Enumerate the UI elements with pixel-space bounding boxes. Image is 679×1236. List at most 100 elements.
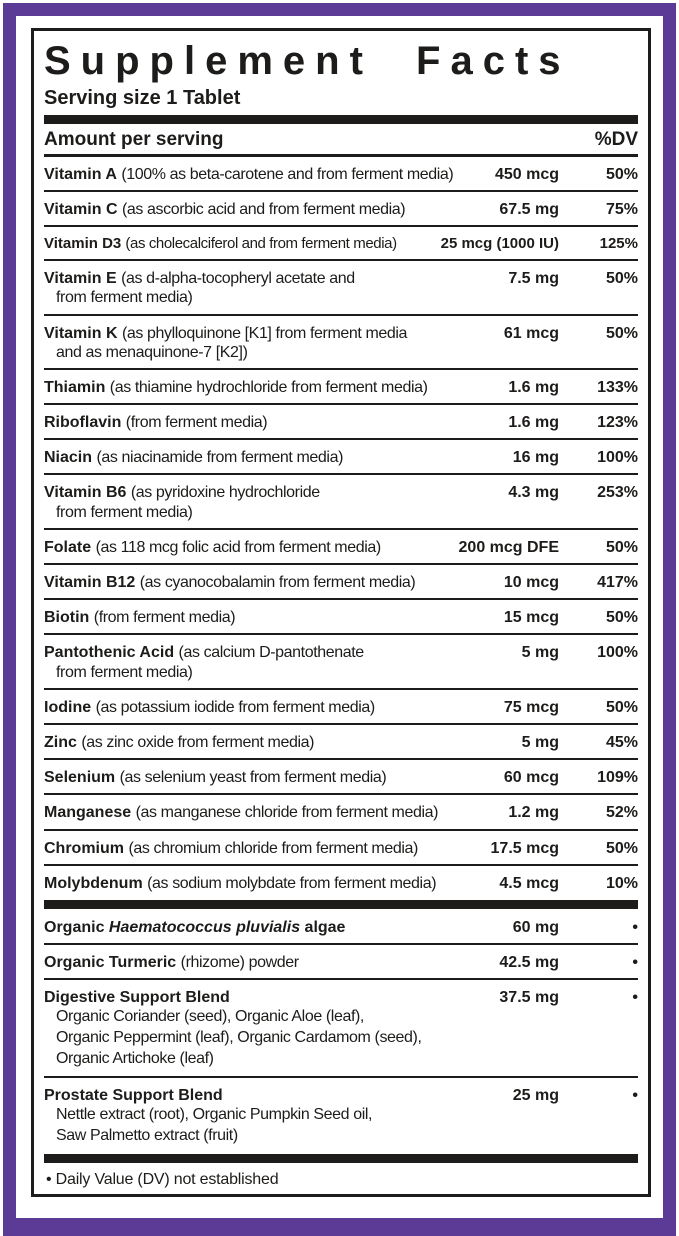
nutrient-dv: 52%	[605, 804, 638, 822]
nutrient-dv: 50%	[605, 839, 638, 857]
nutrient-amount: 5 mg	[521, 733, 559, 751]
nutrient-dv: 123%	[597, 414, 638, 432]
nutrient-amount: 25 mcg (1000 IU)	[440, 235, 559, 253]
panel-title: Supplement Facts	[44, 39, 571, 83]
nutrient-name: Chromium	[44, 839, 124, 857]
botanical-dv: •	[632, 918, 638, 936]
daily-value-footnote: • Daily Value (DV) not established	[46, 1170, 279, 1188]
nutrient-desc-line2: from ferment media)	[56, 289, 193, 307]
serving-size: Serving size 1 Tablet	[44, 86, 241, 109]
nutrient-row-chromium: Chromium (as chromium chloride from ferm…	[44, 831, 638, 866]
nutrient-dv: 125%	[599, 235, 638, 253]
nutrient-amount: 5 mg	[521, 644, 559, 662]
nutrient-amount: 200 mcg DFE	[458, 538, 559, 556]
nutrient-row-manganese: Manganese (as manganese chloride from fe…	[44, 795, 638, 831]
nutrient-dv: 50%	[605, 609, 638, 627]
nutrient-amount: 4.5 mcg	[499, 874, 559, 892]
nutrient-name: Biotin	[44, 609, 90, 627]
nutrient-desc-line2: from ferment media)	[56, 663, 193, 681]
blend-row-digestive-support: Digestive Support Blend Organic Coriande…	[44, 980, 638, 1078]
nutrient-name: Zinc	[44, 733, 77, 751]
nutrient-amount: 450 mcg	[494, 165, 559, 183]
nutrient-name: Pantothenic Acid	[44, 644, 175, 662]
nutrient-dv: 45%	[605, 733, 638, 751]
nutrient-desc: (as ascorbic acid and from ferment media…	[121, 200, 406, 218]
botanical-amount: 42.5 mg	[499, 954, 559, 972]
nutrient-dv: 75%	[605, 200, 638, 218]
botanical-row-turmeric: Organic Turmeric (rhizome) powder 42.5 m…	[44, 945, 638, 981]
nutrient-desc: (as d-alpha-tocopheryl acetate and	[121, 270, 355, 288]
thick-divider-middle	[44, 899, 638, 909]
nutrient-name: Vitamin B12	[44, 574, 136, 592]
column-header-row: Amount per serving %DV	[44, 125, 638, 157]
thick-divider-bottom	[44, 1153, 638, 1163]
blend-ingredients-line: Organic Artichoke (leaf)	[56, 1050, 214, 1068]
blend-row-prostate-support: Prostate Support Blend Nettle extract (r…	[44, 1078, 638, 1153]
nutrient-row-vitamin-d3: Vitamin D3 (as cholecalciferol and from …	[44, 227, 638, 262]
botanical-name-italic: Haematococcus pluvialis	[108, 918, 301, 936]
nutrient-row-selenium: Selenium (as selenium yeast from ferment…	[44, 760, 638, 796]
nutrient-desc: (as chromium chloride from ferment media…	[128, 839, 418, 857]
blend-ingredients-line: Saw Palmetto extract (fruit)	[56, 1126, 238, 1144]
nutrient-row-riboflavin: Riboflavin (from ferment media) 1.6 mg 1…	[44, 405, 638, 441]
nutrient-dv: 50%	[605, 165, 638, 183]
nutrient-name: Folate	[44, 538, 92, 556]
nutrient-desc: (as zinc oxide from ferment media)	[81, 733, 315, 751]
nutrient-amount: 1.6 mg	[508, 414, 559, 432]
blend-dv: •	[632, 989, 638, 1007]
nutrient-amount: 60 mcg	[503, 769, 559, 787]
nutrient-amount: 61 mcg	[503, 324, 559, 342]
nutrient-dv: 50%	[605, 324, 638, 342]
nutrient-desc: (as cholecalciferol and from ferment med…	[125, 235, 397, 253]
nutrient-dv: 253%	[597, 484, 638, 502]
nutrient-desc: (as 118 mcg folic acid from ferment medi…	[95, 538, 382, 556]
nutrient-dv: 109%	[597, 769, 638, 787]
blend-ingredients-line: Nettle extract (root), Organic Pumpkin S…	[56, 1106, 373, 1124]
supplement-facts-panel: Supplement Facts Serving size 1 Tablet A…	[31, 28, 651, 1197]
botanical-desc: (rhizome) powder	[180, 954, 299, 972]
nutrient-desc: (from ferment media)	[93, 609, 236, 627]
blend-dv: •	[632, 1086, 638, 1104]
nutrient-desc: (as thiamine hydrochloride from ferment …	[109, 378, 428, 396]
nutrient-row-vitamin-b12: Vitamin B12 (as cyanocobalamin from ferm…	[44, 565, 638, 601]
nutrient-desc: (as sodium molybdate from ferment media)	[147, 874, 437, 892]
dv-column-header: %DV	[594, 128, 638, 150]
nutrient-name: Vitamin B6	[44, 484, 127, 502]
nutrient-name: Manganese	[44, 804, 132, 822]
nutrient-name: Niacin	[44, 449, 93, 467]
nutrient-dv: 50%	[605, 270, 638, 288]
nutrient-name: Thiamin	[44, 378, 106, 396]
botanical-name: Organic Turmeric	[44, 954, 181, 972]
nutrient-desc: (100% as beta-carotene and from ferment …	[121, 165, 454, 183]
nutrient-amount: 67.5 mg	[499, 200, 559, 218]
nutrient-row-iodine: Iodine (as potassium iodide from ferment…	[44, 690, 638, 725]
nutrient-dv: 133%	[597, 378, 638, 396]
nutrient-dv: 100%	[597, 644, 638, 662]
nutrient-row-pantothenic-acid: Pantothenic Acid (as calcium D-pantothen…	[44, 635, 638, 690]
blend-name: Digestive Support Blend	[44, 989, 230, 1007]
nutrient-dv: 50%	[605, 538, 638, 556]
botanical-name: Organic	[44, 918, 109, 936]
nutrient-amount: 7.5 mg	[508, 270, 559, 288]
nutrient-desc: (as selenium yeast from ferment media)	[119, 769, 387, 787]
nutrient-amount: 1.6 mg	[508, 378, 559, 396]
nutrient-dv: 10%	[605, 874, 638, 892]
botanical-amount: 60 mg	[512, 918, 559, 936]
nutrient-amount: 75 mcg	[503, 698, 559, 716]
nutrient-amount: 4.3 mg	[508, 484, 559, 502]
blend-name: Prostate Support Blend	[44, 1086, 223, 1104]
purple-label-frame	[3, 3, 676, 1236]
nutrient-desc: (from ferment media)	[125, 414, 268, 432]
nutrient-dv: 50%	[605, 698, 638, 716]
blend-ingredients-line: Organic Coriander (seed), Organic Aloe (…	[56, 1008, 364, 1026]
nutrient-amount: 17.5 mcg	[490, 839, 559, 857]
nutrient-dv: 417%	[597, 574, 638, 592]
nutrient-amount: 1.2 mg	[508, 804, 559, 822]
botanical-row-algae: Organic Haematococcus pluvialis algae 60…	[44, 910, 638, 946]
nutrient-desc: (as calcium D-pantothenate	[178, 644, 365, 662]
nutrient-amount: 16 mg	[512, 449, 559, 467]
nutrient-row-vitamin-c: Vitamin C (as ascorbic acid and from fer…	[44, 192, 638, 228]
nutrient-row-vitamin-b6: Vitamin B6 (as pyridoxine hydrochloride …	[44, 475, 638, 530]
nutrient-name: Iodine	[44, 698, 92, 716]
